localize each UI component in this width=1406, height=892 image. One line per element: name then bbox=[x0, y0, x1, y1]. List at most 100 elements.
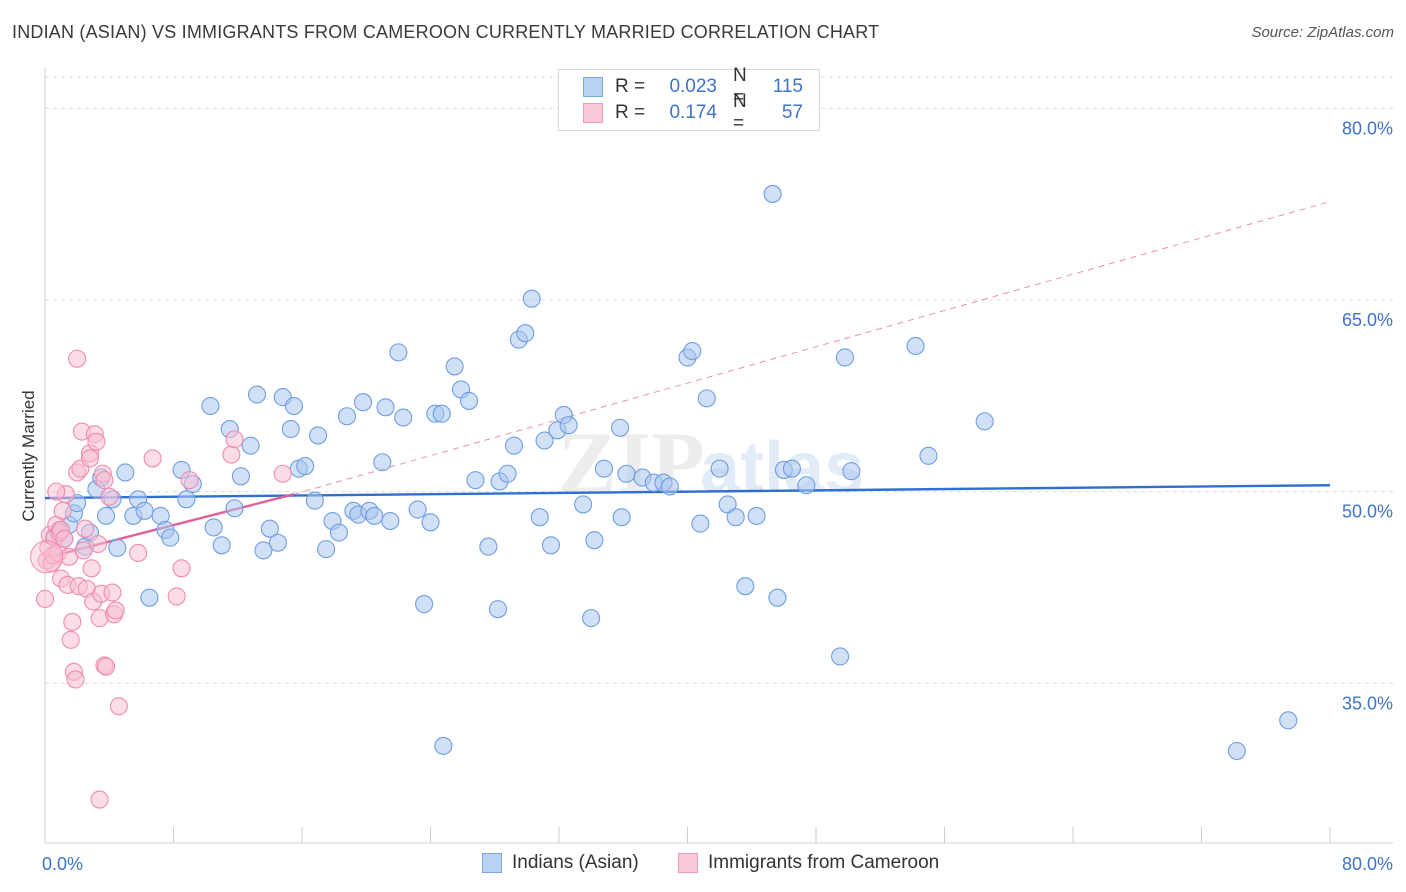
point-indians bbox=[797, 476, 816, 495]
point-indians bbox=[617, 464, 636, 483]
point-indians bbox=[305, 491, 324, 510]
point-indians bbox=[381, 511, 400, 531]
point-indians bbox=[434, 736, 453, 755]
point-cameroon bbox=[167, 587, 186, 606]
point-indians bbox=[204, 518, 223, 537]
legend-r-value: 0.023 bbox=[669, 76, 717, 97]
x-tick-label: 0.0% bbox=[42, 854, 83, 874]
series-label-cameroon: Immigrants from Cameroon bbox=[708, 852, 940, 873]
point-cameroon bbox=[80, 449, 100, 468]
point-indians bbox=[683, 342, 702, 361]
point-indians bbox=[585, 531, 604, 550]
point-cameroon bbox=[68, 349, 87, 368]
point-indians bbox=[466, 471, 485, 490]
y-tick-label: 65.0% bbox=[1342, 310, 1393, 330]
point-indians bbox=[975, 412, 994, 431]
data-points bbox=[30, 184, 1298, 809]
point-indians bbox=[522, 289, 541, 308]
point-cameroon bbox=[143, 449, 162, 468]
legend-r-value: 0.174 bbox=[669, 102, 717, 123]
point-indians bbox=[268, 533, 287, 552]
point-indians bbox=[140, 588, 159, 607]
point-indians bbox=[516, 324, 535, 343]
point-cameroon bbox=[76, 519, 95, 538]
point-indians bbox=[161, 528, 180, 547]
point-indians bbox=[394, 408, 413, 427]
point-indians bbox=[488, 600, 508, 619]
y-tick-label: 50.0% bbox=[1342, 502, 1393, 522]
point-indians bbox=[254, 541, 273, 560]
point-indians bbox=[726, 508, 745, 527]
point-indians bbox=[201, 396, 220, 416]
point-cameroon bbox=[180, 471, 199, 490]
point-indians bbox=[432, 404, 451, 423]
axis-labels: 35.0% 50.0% 65.0% 80.0% 0.0% 80.0% Currently M… bbox=[19, 118, 1393, 874]
point-indians bbox=[919, 446, 938, 465]
point-indians bbox=[317, 540, 336, 559]
point-indians bbox=[498, 464, 517, 483]
point-indians bbox=[697, 389, 716, 408]
axes bbox=[44, 68, 1393, 844]
point-indians bbox=[281, 419, 300, 439]
point-indians bbox=[660, 477, 679, 496]
point-indians bbox=[309, 426, 328, 445]
point-indians bbox=[1227, 741, 1246, 761]
legend-n-label: N = bbox=[733, 65, 747, 108]
point-cameroon bbox=[225, 430, 244, 449]
legend-row-indians: R = 0.023 N = 115 bbox=[583, 65, 803, 108]
legend-row-cameroon: R = 0.174 N = 57 bbox=[583, 91, 803, 134]
point-cameroon bbox=[90, 790, 109, 809]
legend-r-label: R = bbox=[615, 102, 646, 123]
point-cameroon bbox=[100, 487, 119, 506]
point-indians bbox=[284, 396, 304, 416]
point-indians bbox=[177, 490, 196, 509]
series-swatch-indians bbox=[482, 853, 502, 873]
point-indians bbox=[594, 459, 614, 478]
point-cameroon bbox=[61, 630, 80, 649]
point-cameroon bbox=[222, 445, 241, 464]
point-cameroon bbox=[273, 464, 292, 483]
point-indians bbox=[718, 495, 737, 514]
point-cameroon bbox=[55, 529, 74, 548]
point-indians bbox=[582, 609, 601, 628]
point-cameroon bbox=[87, 432, 106, 451]
point-cameroon bbox=[96, 657, 116, 676]
point-indians bbox=[376, 398, 395, 417]
stats-legend: R = 0.023 N = 115 R = 0.174 N = 57 bbox=[558, 65, 820, 134]
point-cameroon bbox=[35, 589, 55, 609]
point-cameroon bbox=[63, 612, 82, 632]
series-legend: Indians (Asian) Immigrants from Cameroon bbox=[0, 852, 1406, 878]
point-indians bbox=[247, 385, 267, 404]
point-indians bbox=[906, 336, 925, 356]
point-cameroon bbox=[53, 501, 72, 520]
point-indians bbox=[337, 407, 357, 426]
grid-lines bbox=[45, 76, 1393, 684]
point-cameroon bbox=[109, 697, 128, 716]
point-indians bbox=[612, 508, 631, 527]
point-indians bbox=[408, 500, 427, 519]
point-indians bbox=[1279, 711, 1298, 730]
point-indians bbox=[459, 391, 479, 410]
legend-swatch-cameroon bbox=[583, 103, 603, 123]
y-tick-label: 80.0% bbox=[1342, 118, 1393, 138]
point-indians bbox=[231, 467, 251, 486]
legend-n-label: N = bbox=[733, 91, 747, 134]
point-indians bbox=[96, 506, 116, 525]
point-indians bbox=[421, 513, 440, 532]
point-indians bbox=[415, 595, 434, 614]
point-indians bbox=[736, 577, 755, 596]
point-indians bbox=[763, 184, 782, 203]
point-indians bbox=[710, 459, 729, 478]
point-indians bbox=[116, 463, 135, 482]
point-indians bbox=[225, 499, 244, 518]
trend-extension-cameroon bbox=[293, 201, 1331, 495]
point-indians bbox=[108, 538, 127, 557]
point-indians bbox=[389, 343, 408, 362]
point-indians bbox=[831, 647, 850, 666]
legend-n-value: 57 bbox=[781, 102, 803, 123]
point-cameroon bbox=[88, 534, 108, 554]
point-indians bbox=[241, 436, 260, 455]
point-indians bbox=[535, 431, 554, 450]
point-cameroon bbox=[106, 601, 125, 620]
point-indians bbox=[559, 416, 578, 435]
